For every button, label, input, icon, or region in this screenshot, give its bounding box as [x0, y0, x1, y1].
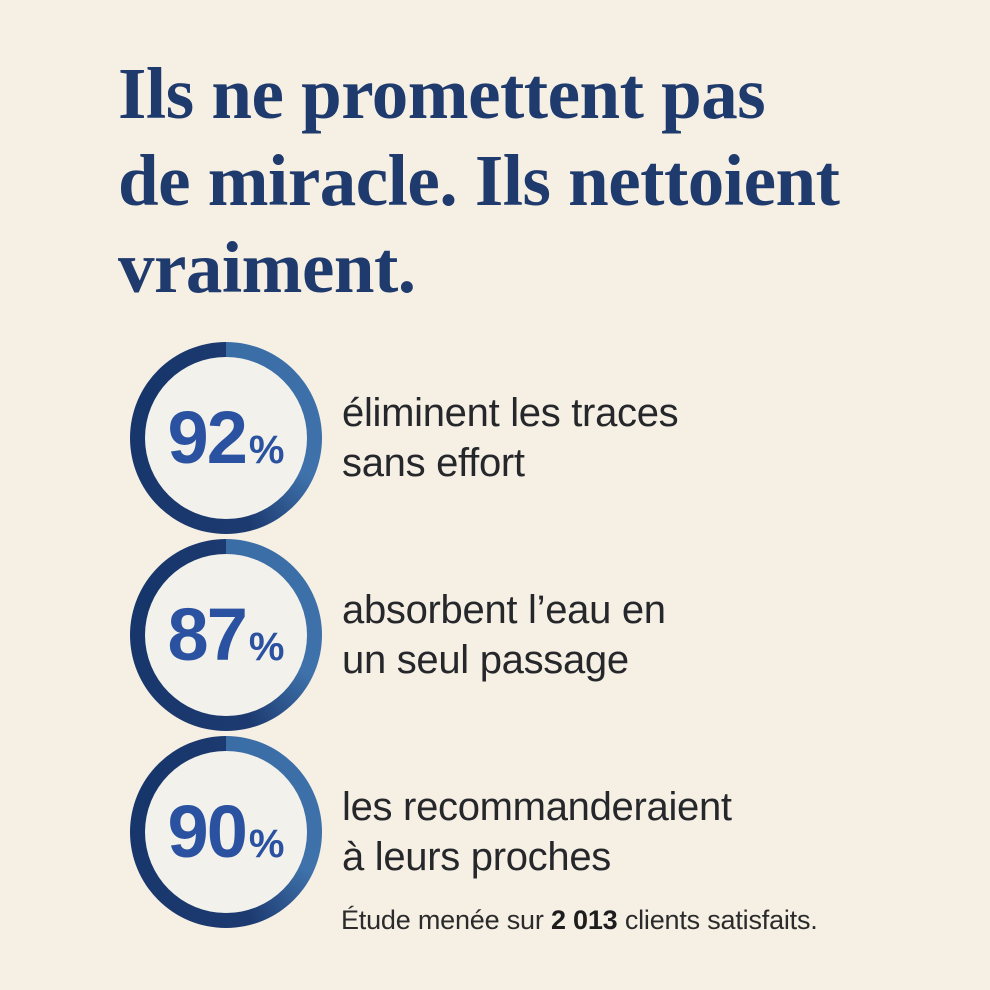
stat-value: 87 [167, 593, 248, 676]
stat-description-line-1: absorbent l’eau en [342, 588, 666, 632]
stat-row-traces: 92 % éliminent les traces sans effort [130, 342, 732, 534]
stat-percentage: 92 % [168, 401, 285, 475]
stat-ring-inner: 92 % [145, 357, 307, 519]
stat-percentage: 87 % [168, 598, 285, 672]
stat-description: les recommanderaient à leurs proches [342, 782, 732, 882]
stat-description-line-1: les recommanderaient [342, 785, 732, 829]
page-title-line-2: de miracle. Ils nettoient [118, 140, 840, 221]
stat-description: éliminent les traces sans effort [342, 388, 679, 488]
stat-description-line-2: un seul passage [342, 638, 629, 682]
stat-row-recommendation: 90 % les recommanderaient à leurs proche… [130, 736, 732, 928]
stat-ring: 90 % [130, 736, 322, 928]
stat-ring: 87 % [130, 539, 322, 731]
study-footnote-suffix: clients satisfaits. [617, 905, 818, 935]
page-title: Ils ne promettent pas de miracle. Ils ne… [118, 50, 918, 311]
study-sample-size: 2 013 [550, 905, 618, 935]
stat-ring: 92 % [130, 342, 322, 534]
stat-ring-inner: 87 % [145, 554, 307, 716]
stats-list: 92 % éliminent les traces sans effort 87… [130, 342, 732, 933]
page-title-line-1: Ils ne promettent pas [118, 53, 766, 134]
percent-sign: % [248, 822, 285, 866]
stat-description-line-2: sans effort [342, 441, 525, 485]
page-title-line-3: vraiment. [118, 227, 416, 308]
percent-sign: % [248, 625, 285, 669]
stat-description-line-1: éliminent les traces [342, 391, 679, 435]
percent-sign: % [248, 428, 285, 472]
study-footnote: Étude menée sur 2 013 clients satisfaits… [341, 903, 818, 937]
stat-value: 92 [167, 396, 248, 479]
stat-ring-inner: 90 % [145, 751, 307, 913]
stat-row-absorption: 87 % absorbent l’eau en un seul passage [130, 539, 732, 731]
stat-percentage: 90 % [168, 795, 285, 869]
stat-description: absorbent l’eau en un seul passage [342, 585, 666, 685]
stat-value: 90 [167, 790, 248, 873]
study-footnote-prefix: Étude menée sur [341, 905, 551, 935]
stat-description-line-2: à leurs proches [342, 835, 611, 879]
